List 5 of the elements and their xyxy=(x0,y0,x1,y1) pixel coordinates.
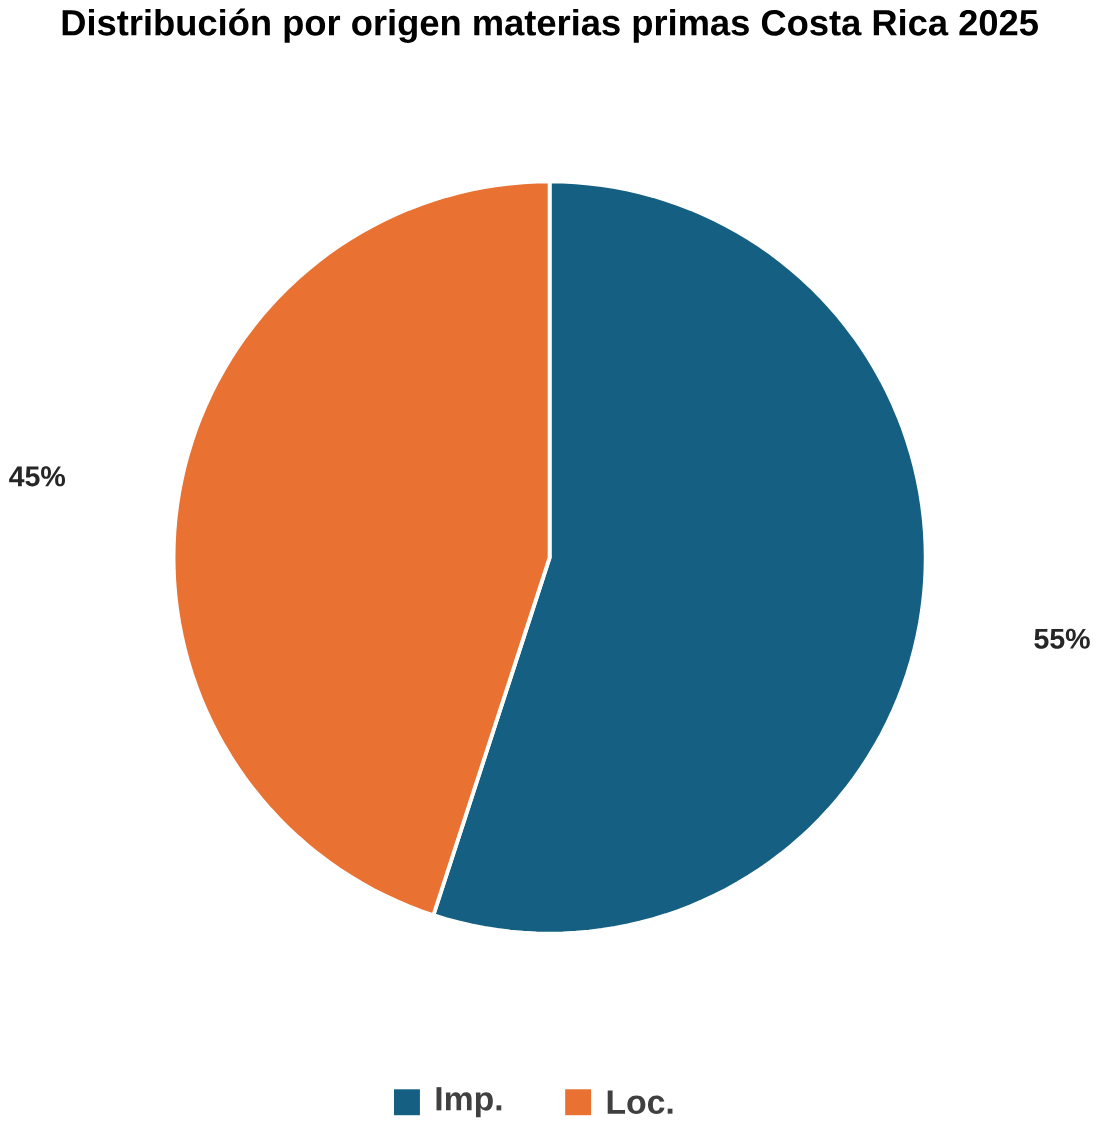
data-label: 55% xyxy=(1034,628,1090,649)
chart-title: Distribución por origen materias primas Costa Rica 2025 xyxy=(62,8,1038,43)
legend-label: Imp. xyxy=(436,1087,502,1118)
data-label: 45% xyxy=(9,466,65,487)
legend-label: Loc. xyxy=(607,1090,673,1115)
